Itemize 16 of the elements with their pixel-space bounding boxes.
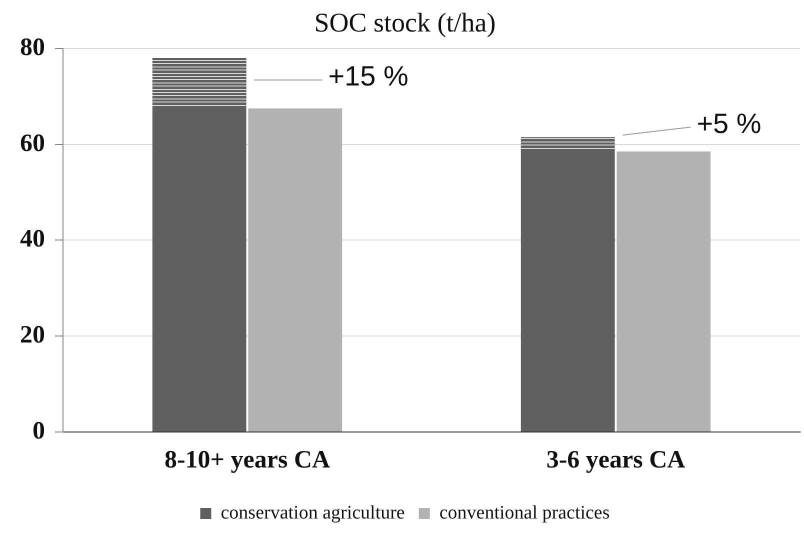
y-tick-label: 0 bbox=[32, 417, 45, 444]
bar bbox=[616, 151, 711, 432]
y-tick-label: 80 bbox=[20, 34, 45, 61]
x-tick-label: 3-6 years CA bbox=[546, 446, 686, 474]
y-tick-label: 60 bbox=[20, 130, 45, 157]
y-tick-label: 40 bbox=[20, 226, 45, 253]
annotation: +15 % bbox=[328, 60, 408, 92]
bar bbox=[520, 137, 615, 432]
legend-label: conservation agriculture bbox=[220, 502, 405, 524]
bar bbox=[248, 108, 342, 432]
bar bbox=[152, 58, 246, 432]
y-tick-label: 20 bbox=[20, 322, 45, 349]
x-tick-label: 8-10+ years CA bbox=[164, 446, 330, 474]
annotation: +5 % bbox=[696, 108, 762, 139]
legend-label: conventional practices bbox=[439, 502, 610, 524]
chart-title: SOC stock (t/ha) bbox=[314, 7, 496, 38]
